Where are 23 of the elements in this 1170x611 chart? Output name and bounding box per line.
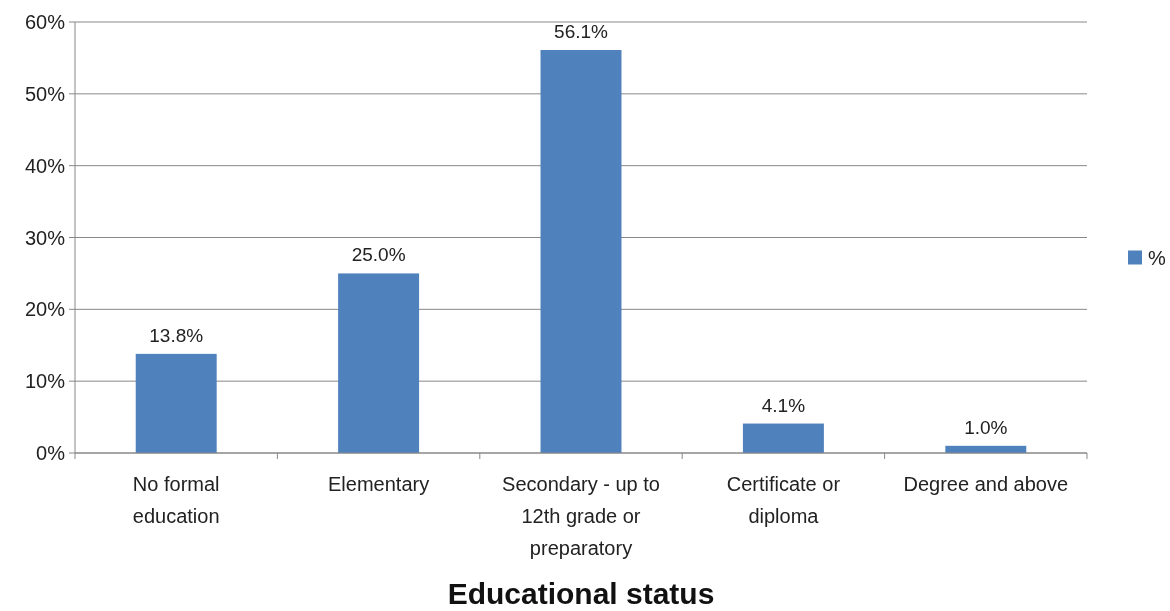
x-tick-label: Secondary - up to 12th grade or preparatory — [502, 473, 660, 559]
y-tick-label: 10% — [24, 370, 66, 393]
data-label: 4.1% — [761, 394, 806, 416]
data-label: 25.0% — [351, 244, 406, 266]
y-tick-label: 60% — [24, 11, 66, 33]
y-tick-label: 20% — [24, 298, 66, 321]
bar — [338, 273, 420, 453]
x-axis-title: Educational status — [447, 577, 715, 610]
bar — [540, 50, 622, 453]
data-label: 13.8% — [149, 324, 204, 346]
y-tick-label: 50% — [24, 82, 66, 105]
y-tick-label: 40% — [24, 154, 66, 177]
x-tick-label: No formal education — [132, 473, 220, 527]
x-tick-label: Elementary — [328, 473, 430, 495]
bar — [135, 353, 217, 453]
x-tick-label: Degree and above — [903, 473, 1069, 495]
bar — [742, 423, 824, 453]
y-tick-label: 0% — [36, 442, 66, 464]
data-label: 56.1% — [554, 21, 609, 43]
y-tick-label: 30% — [24, 226, 66, 249]
x-tick-label: Certificate or diploma — [726, 473, 841, 527]
data-label: 1.0% — [964, 416, 1008, 438]
legend-label: % — [1148, 246, 1166, 269]
